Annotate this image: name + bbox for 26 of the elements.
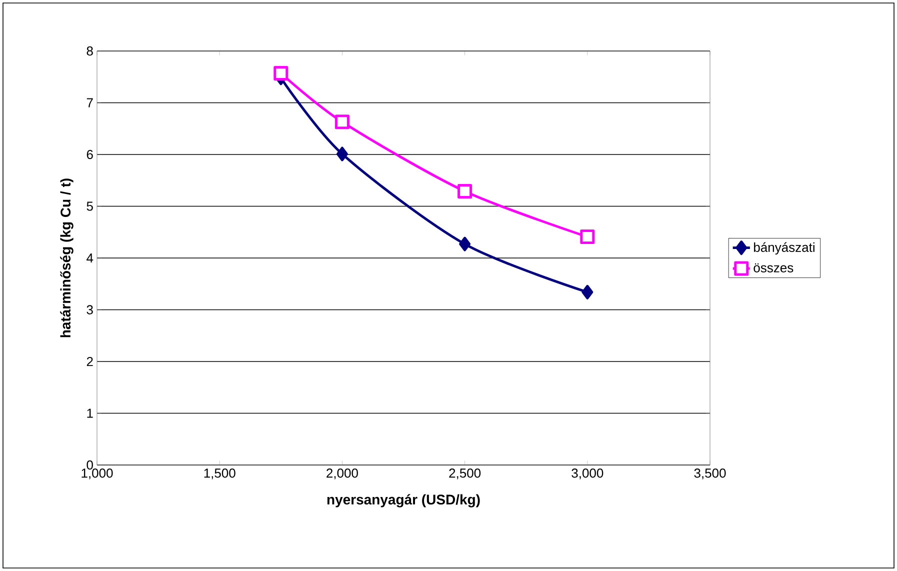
y-tick-label: 8	[86, 46, 93, 56]
x-tick-label: 1,500	[204, 468, 236, 480]
y-tick-label: 0	[86, 460, 93, 470]
x-tick-label: 2,000	[326, 468, 358, 480]
y-tick-label: 7	[86, 98, 93, 108]
x-tick-label: 3,000	[572, 468, 604, 480]
x-tick-label: 2,500	[449, 468, 481, 480]
y-axis-title: határminőség (kg Cu / t)	[60, 178, 74, 338]
point	[582, 284, 594, 300]
y-tick-label: 4	[86, 254, 94, 262]
x-axis-title: nyersanyagár (USD/kg)	[327, 494, 480, 508]
x-tick-label: 1,000	[82, 468, 113, 480]
point	[458, 184, 472, 198]
y-tick-label: 1	[87, 408, 93, 418]
point	[274, 66, 288, 81]
y-tick-label: 6	[86, 150, 93, 160]
y-tick-label: 2	[86, 356, 93, 366]
legend-label: bányászati	[754, 242, 814, 255]
point	[459, 236, 471, 252]
x-tick-label: 3,500	[694, 468, 726, 480]
y-tick-label: 3	[86, 305, 93, 314]
legend-label: összes	[754, 263, 794, 272]
point	[336, 146, 348, 162]
y-tick-label: 5	[86, 202, 93, 211]
point	[334, 114, 350, 130]
point	[580, 230, 595, 244]
